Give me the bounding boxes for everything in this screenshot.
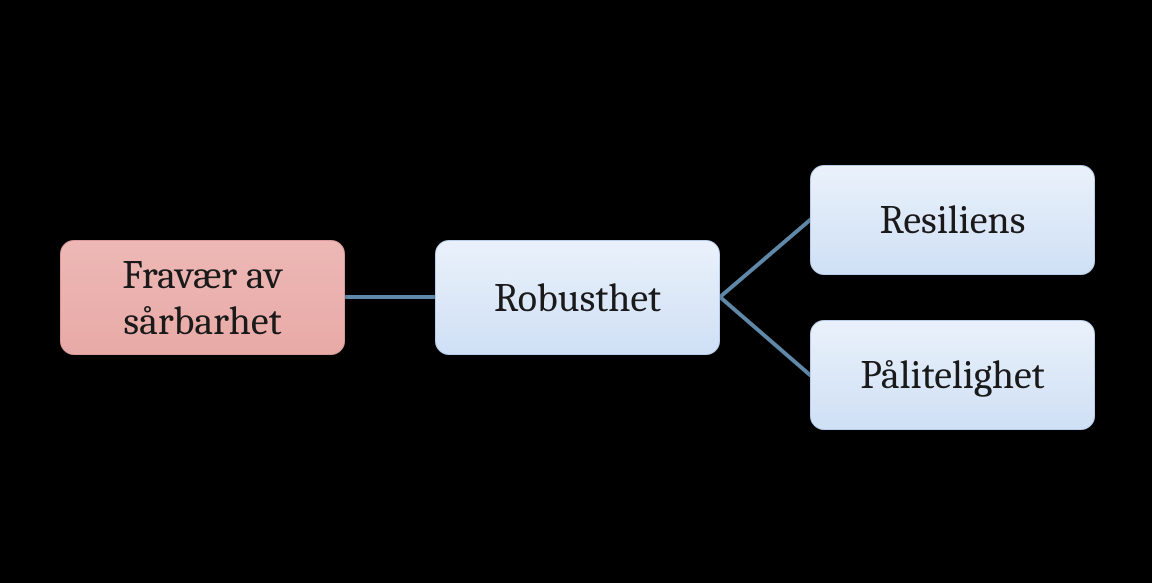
node-label: Resiliens	[880, 197, 1026, 243]
node-label: Robusthet	[494, 275, 661, 321]
node-label: Fravær avsårbarhet	[122, 252, 282, 344]
edge-robust-resiliens	[720, 220, 810, 297]
node-resiliens: Resiliens	[810, 165, 1095, 275]
edge-robust-palitelighet	[720, 297, 810, 375]
node-palitelighet: Pålitelighet	[810, 320, 1095, 430]
node-label: Pålitelighet	[860, 352, 1044, 398]
node-fravaer-av-sarbarhet: Fravær avsårbarhet	[60, 240, 345, 355]
node-robusthet: Robusthet	[435, 240, 720, 355]
